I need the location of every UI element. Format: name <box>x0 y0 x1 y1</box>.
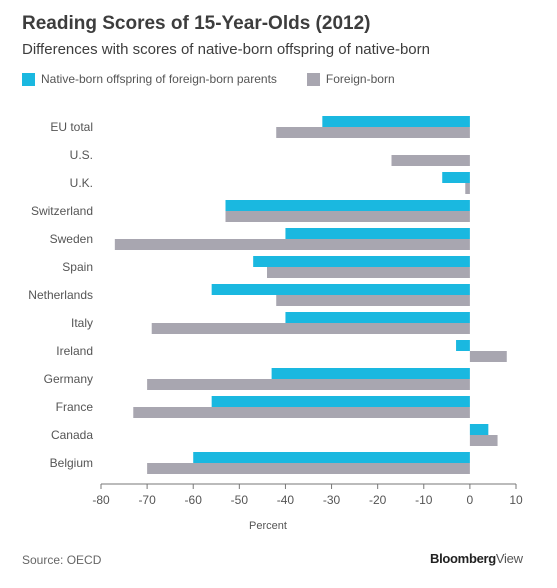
legend-label-series2: Foreign-born <box>325 72 395 86</box>
x-tick-label: -80 <box>92 493 110 507</box>
bar-series1 <box>211 284 470 295</box>
chart-title: Reading Scores of 15-Year-Olds (2012) <box>22 13 371 34</box>
bar-series1 <box>253 256 470 267</box>
bar-series1 <box>456 340 470 351</box>
bar-series1 <box>442 172 470 183</box>
category-label: U.S. <box>70 148 93 162</box>
category-label: France <box>56 400 94 414</box>
x-tick-label: -10 <box>415 493 433 507</box>
bar-series2 <box>225 211 470 222</box>
bar-series2 <box>114 239 470 250</box>
brand-name: Bloomberg <box>430 551 496 566</box>
bar-series2 <box>465 183 470 194</box>
category-label: Ireland <box>56 344 93 358</box>
x-tick-label: -20 <box>369 493 387 507</box>
x-tick-label: -50 <box>231 493 249 507</box>
x-tick-label: 10 <box>509 493 523 507</box>
bar-series2 <box>133 407 470 418</box>
x-tick-label: 0 <box>467 493 474 507</box>
bar-series2 <box>469 351 507 362</box>
bar-series1 <box>285 312 470 323</box>
bar-series2 <box>267 267 470 278</box>
x-tick-label: -30 <box>323 493 341 507</box>
x-tick-label: -40 <box>277 493 295 507</box>
brand-logo: BloombergView <box>430 551 523 566</box>
category-label: U.K. <box>70 176 93 190</box>
category-label: Netherlands <box>28 288 93 302</box>
bar-series2 <box>147 379 470 390</box>
category-label: Germany <box>44 372 93 386</box>
category-label: Sweden <box>50 232 93 246</box>
legend-item-series1: Native-born offspring of foreign-born pa… <box>22 72 277 86</box>
x-tick-label: -60 <box>185 493 203 507</box>
category-label: Canada <box>51 428 93 442</box>
brand-suffix: View <box>495 551 523 566</box>
bar-series1 <box>225 200 470 211</box>
legend-swatch-series1 <box>22 72 35 86</box>
legend-swatch-series2 <box>306 72 320 86</box>
bar-series2 <box>276 295 470 306</box>
category-label: EU total <box>50 120 93 134</box>
bar-series2 <box>469 435 498 446</box>
category-label: Spain <box>62 260 93 274</box>
source-note: Source: OECD <box>22 553 102 567</box>
bar-series1 <box>211 396 470 407</box>
bar-series2 <box>391 155 470 166</box>
bar-series2 <box>147 463 470 474</box>
bar-series2 <box>276 127 470 138</box>
chart-subtitle: Differences with scores of native-born o… <box>22 41 430 58</box>
category-label: Belgium <box>50 456 93 470</box>
x-axis-label: Percent <box>249 520 287 532</box>
bar-series1 <box>271 368 470 379</box>
bar-series1 <box>322 116 470 127</box>
bar-series1 <box>193 452 470 463</box>
category-label: Italy <box>71 316 93 330</box>
legend-item-series2: Foreign-born <box>306 72 395 86</box>
bar-series1 <box>469 424 489 435</box>
legend: Native-born offspring of foreign-born pa… <box>22 72 425 86</box>
x-tick-label: -70 <box>138 493 156 507</box>
bar-series1 <box>285 228 470 239</box>
bar-series2 <box>151 323 470 334</box>
category-label: Switzerland <box>31 204 93 218</box>
legend-label-series1: Native-born offspring of foreign-born pa… <box>41 72 277 86</box>
